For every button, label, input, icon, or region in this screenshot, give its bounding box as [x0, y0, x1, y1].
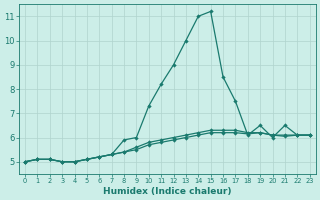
X-axis label: Humidex (Indice chaleur): Humidex (Indice chaleur): [103, 187, 232, 196]
